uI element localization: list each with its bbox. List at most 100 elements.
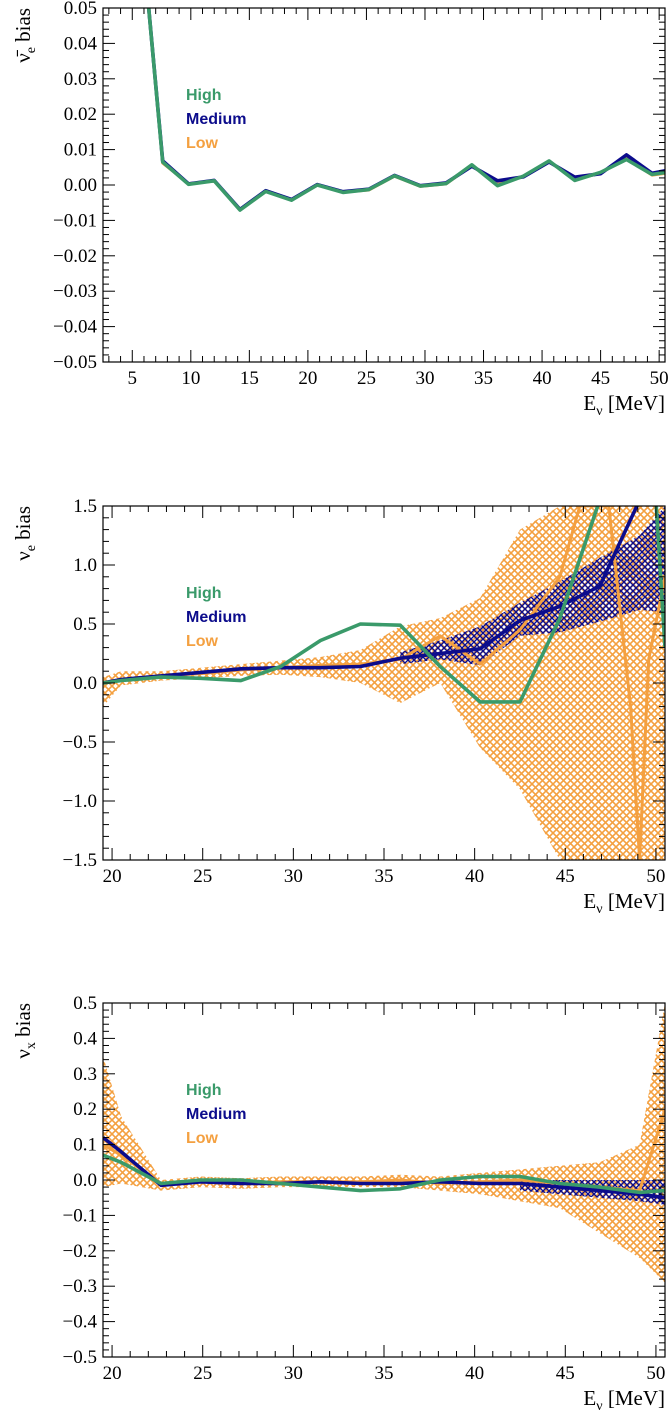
x-tick-label: 40 [465,866,484,887]
x-tick-label: 50 [650,368,669,389]
legend-entry-medium: Medium [186,609,246,626]
data-point-high [651,173,653,175]
data-point-medium [319,1181,322,1183]
data-point-medium [399,1182,401,1185]
y-tick-label: 1.5 [73,496,97,517]
y-tick-label: −1.0 [63,791,97,812]
series-line-high [103,1153,665,1195]
data-point-medium [559,1186,561,1188]
data-point-high [342,191,344,193]
data-point-medium [639,500,640,501]
legend: High Medium Low [186,87,246,152]
legend-entry-low: Low [186,633,219,650]
data-point-high [359,1190,361,1192]
data-point-high [519,701,521,703]
data-point-high [290,199,293,201]
band-medium [400,506,665,666]
y-tick-label: 0.03 [64,69,97,90]
data-point-low [559,576,561,578]
data-point-high [399,624,401,626]
data-point-low [648,658,650,661]
data-point-high [240,1179,242,1181]
legend-entry-high: High [186,585,222,602]
data-point-high [120,680,122,682]
data-point-high [316,184,318,186]
legend: High Medium Low [186,585,246,650]
x-tick-label: 30 [284,866,303,887]
data-point-high [200,1179,202,1181]
data-point-low [519,1179,521,1181]
data-point-high [213,180,215,182]
y-tick-label: 0.1 [73,1135,97,1156]
x-tick-label: 45 [556,1363,575,1384]
series-line-high [146,8,665,212]
y-tick-label: 0.05 [64,0,97,19]
data-point-high [439,1179,441,1181]
legend-entry-high: High [186,87,222,104]
data-point-high [280,1182,282,1185]
y-axis-label: νe bias [11,506,39,561]
data-point-medium [120,1151,122,1153]
legend-entry-medium: Medium [186,1106,246,1123]
data-point-high [239,209,241,211]
y-tick-label: −0.02 [53,246,97,267]
data-point-medium [519,619,521,622]
data-point-low [479,663,481,665]
data-point-high [368,189,370,191]
y-tick-label: −0.5 [63,1347,97,1368]
x-axis-label: Eν [MeV] [583,391,665,419]
x-tick-label: 45 [556,866,575,887]
x-tick-label: 35 [474,368,493,389]
x-tick-label: 35 [375,866,394,887]
data-point-medium [519,1182,521,1185]
y-axis-label: ν̄e bias [11,8,39,63]
data-point-high [599,500,600,501]
data-point-medium [479,648,481,650]
x-tick-label: 40 [465,1363,484,1384]
data-point-high [445,183,447,185]
data-point-medium [319,667,322,669]
x-tick-label: 35 [375,1363,394,1384]
data-point-medium [359,1182,361,1185]
x-tick-label: 25 [193,1363,212,1384]
data-point-high [574,179,576,181]
data-point-high [319,639,322,642]
data-point-high [559,1182,561,1185]
x-tick-label: 25 [357,368,376,389]
data-point-high [655,500,656,501]
y-tick-label: −0.03 [53,281,97,302]
x-tick-label: 30 [284,1363,303,1384]
data-point-high [359,623,361,625]
data-point-high [162,161,164,163]
data-point-high [479,701,481,703]
panel-1: −0.05 −0.04 −0.03 −0.02 −0.01 0.00 0.01 0.02 0.0… [11,0,669,419]
y-tick-label: 1.0 [73,555,97,576]
legend-entry-low: Low [186,1130,219,1147]
data-point-high [319,1186,322,1188]
y-tick-label: 0.5 [73,993,97,1014]
y-tick-label: −0.04 [53,317,97,338]
y-tick-label: 0.2 [73,1099,97,1120]
y-tick-label: −0.05 [53,352,97,373]
data-point-medium [399,657,401,659]
data-point-high [160,676,162,678]
data-point-medium [574,176,576,178]
data-point-high [200,677,202,679]
y-tick-label: −1.5 [63,850,97,871]
y-tick-label: 0.00 [64,175,97,196]
x-tick-label: 30 [415,368,434,389]
data-point-medium [439,652,441,655]
y-tick-label: −0.2 [63,1241,97,1262]
y-tick-label: −0.1 [63,1205,97,1226]
data-point-high [639,1191,641,1193]
data-point-high [393,175,396,177]
x-tick-label: 45 [591,368,610,389]
data-point-high [187,183,190,185]
data-point-low [359,663,361,665]
data-point-high [639,500,640,501]
x-axis-label: Eν [MeV] [583,889,665,917]
y-tick-label: −0.01 [53,210,97,231]
data-point-medium [240,1182,242,1185]
y-tick-label: 0.4 [73,1028,97,1049]
